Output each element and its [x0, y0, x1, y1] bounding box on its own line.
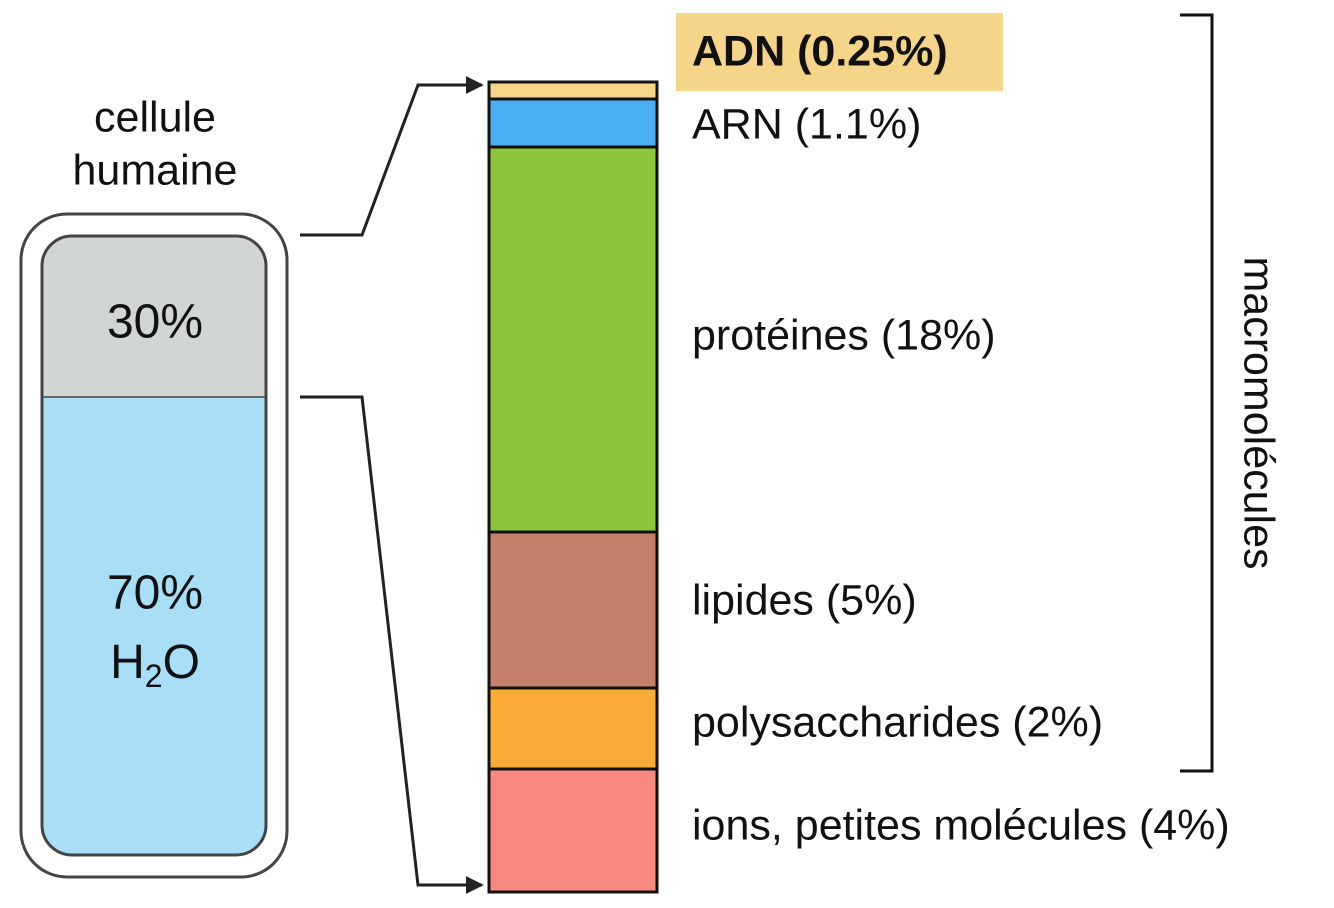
bracket: [1180, 13, 1214, 773]
cell-label: cellule: [94, 93, 216, 141]
highlight: [676, 13, 1003, 91]
segment-label: ions, petites molécules (4%): [692, 801, 1230, 849]
segment-label: ADN (0.25%): [692, 27, 948, 75]
connector: [300, 76, 484, 237]
formula-subscript: 2: [145, 658, 163, 694]
formula-part: O: [163, 636, 200, 689]
segment-label: polysaccharides (2%): [692, 698, 1103, 746]
water-fraction: 70%: [107, 567, 203, 620]
segment-ions: [487, 767, 659, 894]
water: [42, 397, 266, 855]
segment-label: ARN (1.1%): [692, 100, 921, 148]
cell-content: [42, 236, 266, 855]
formula-part: H: [110, 636, 145, 689]
segment-label: protéines (18%): [692, 311, 996, 359]
segment-proteins: [487, 145, 659, 534]
dry-fraction: 30%: [107, 296, 203, 349]
segment-label: lipides (5%): [692, 576, 917, 624]
bracket-label: macromolécules: [1235, 256, 1283, 569]
connector: [300, 395, 484, 894]
segment-arn: [487, 97, 659, 149]
segment-lipids: [487, 530, 659, 690]
composition-bar: [487, 80, 659, 894]
segment-adn: [487, 80, 659, 101]
cell-label: humaine: [73, 146, 238, 194]
cell-inner-outline: [40, 234, 268, 857]
water-formula: H2O: [110, 636, 200, 695]
dry-mass: [42, 236, 266, 397]
segment-polysaccharides: [487, 686, 659, 771]
